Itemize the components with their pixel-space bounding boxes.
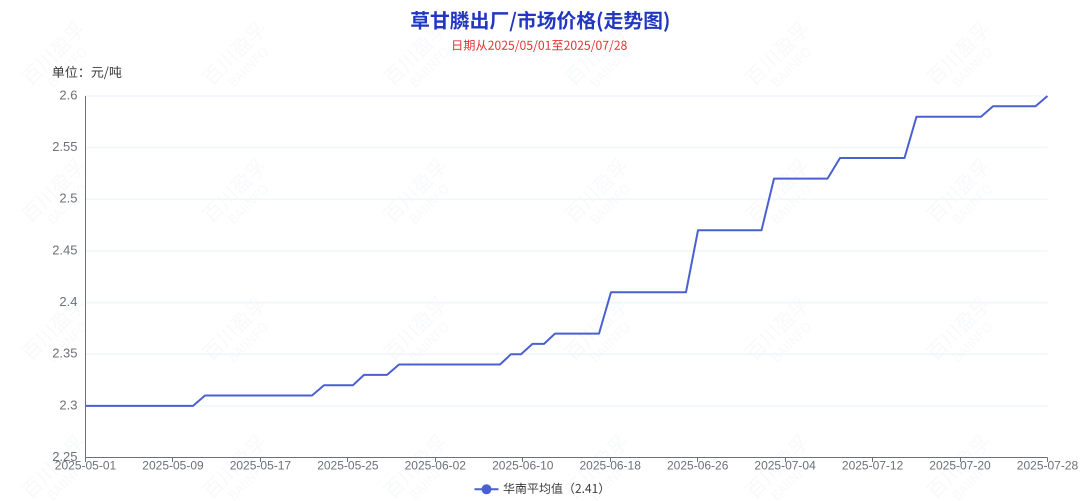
svg-text:2.35: 2.35 xyxy=(52,346,77,361)
svg-text:2.5: 2.5 xyxy=(59,191,77,206)
svg-text:2025-05-17: 2025-05-17 xyxy=(230,459,292,473)
svg-text:2025-06-10: 2025-06-10 xyxy=(492,459,554,473)
svg-text:2.4: 2.4 xyxy=(59,294,77,309)
svg-text:2025-07-04: 2025-07-04 xyxy=(754,459,816,473)
svg-text:2025-07-20: 2025-07-20 xyxy=(929,459,991,473)
svg-text:2.45: 2.45 xyxy=(52,242,77,257)
svg-text:2.25: 2.25 xyxy=(52,449,77,464)
svg-text:2025-05-01: 2025-05-01 xyxy=(55,459,117,473)
svg-text:2025-07-12: 2025-07-12 xyxy=(842,459,904,473)
svg-text:2025-06-26: 2025-06-26 xyxy=(667,459,729,473)
svg-text:2.55: 2.55 xyxy=(52,139,77,154)
svg-text:2025-05-09: 2025-05-09 xyxy=(142,459,204,473)
svg-text:2025-05-25: 2025-05-25 xyxy=(317,459,379,473)
svg-text:2025-07-28: 2025-07-28 xyxy=(1017,459,1079,473)
svg-text:2025-06-18: 2025-06-18 xyxy=(580,459,642,473)
svg-text:2.3: 2.3 xyxy=(59,397,77,412)
svg-text:2.6: 2.6 xyxy=(59,87,77,102)
svg-text:2025-06-02: 2025-06-02 xyxy=(405,459,467,473)
